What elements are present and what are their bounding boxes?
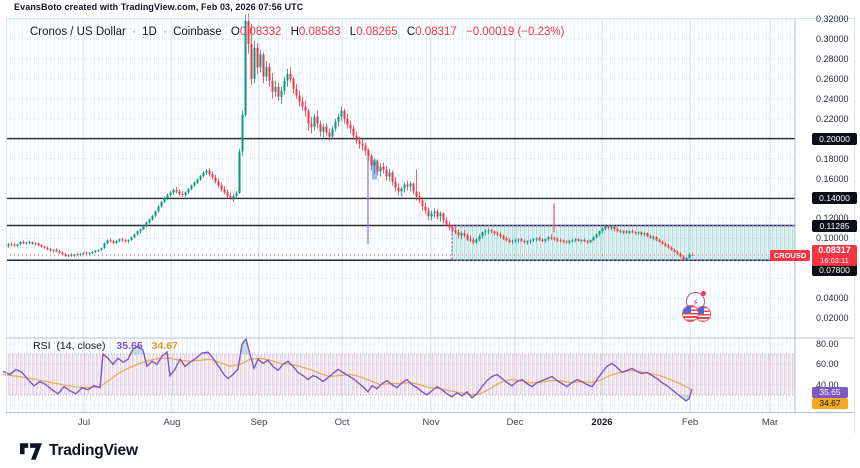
time-axis-label: Oct [334,417,350,428]
open-value: 0.08332 [239,26,282,38]
price-level-badge: 0.07800 [812,264,857,277]
rsi-tick-label: 40.00 [816,379,839,390]
bar-countdown: 16:03:11 [820,256,849,266]
low-value: 0.08265 [356,26,398,38]
rsi-ma-badge: 34.67 [812,398,848,409]
tradingview-logo-text: TradingView [49,442,138,459]
price-tick-label: 0.18000 [816,153,849,164]
time-axis-label: Dec [506,417,524,428]
time-axis[interactable]: Jul Aug Sep Oct Nov Dec 2026 Feb Mar [6,412,854,433]
rsi-tick-label: 60.00 [816,359,839,370]
price-pane[interactable] [6,18,795,338]
lightning-bolt-glyph: ⚡ [691,298,700,309]
price-tick-label: 0.22000 [816,113,849,124]
exchange-label[interactable]: Coinbase [173,26,222,38]
high-label: H [290,26,299,38]
price-tick-label: 0.12000 [816,213,849,224]
rsi-line-value: 35.65 [116,340,143,352]
interval-label[interactable]: 1D [142,26,157,38]
price-tick-label: 0.16000 [816,173,849,184]
usa-flag-icon [696,307,710,321]
high-value: 0.08583 [298,26,341,38]
tradingview-logo[interactable]: TradingView [20,442,138,460]
time-axis-label: Aug [163,417,181,428]
symbol-legend[interactable]: Cronos / US Dollar · 1D · Coinbase O0.08… [30,26,564,38]
current-price-value: 0.08317 [818,245,851,256]
current-price-badge: 0.08317 16:03:11 [812,245,857,267]
price-tick-label: 0.04000 [816,293,849,304]
usa-flag-icon [683,306,698,321]
price-tick-label: 0.10000 [816,233,849,244]
time-axis-label: Nov [422,417,440,428]
legend-separator: · [163,26,167,38]
rsi-ma-value: 34.67 [151,340,178,352]
time-axis-label: Feb [681,417,699,428]
time-axis-label: Sep [250,417,268,428]
legend-separator: · [132,26,136,38]
price-tick-label: 0.24000 [816,93,849,104]
attribution-text: EvansBoto created with TradingView.com, … [14,2,304,12]
symbol-name[interactable]: Cronos / US Dollar [30,26,126,38]
open-label: O [230,26,240,38]
price-tick-label: 0.02000 [816,313,849,324]
close-label: C [406,26,416,38]
time-axis-label: Mar [761,417,779,428]
time-axis-label: Jul [77,417,91,428]
price-tick-label: 0.28000 [816,53,849,64]
price-line-symbol-tag: CROUSD [770,250,810,262]
rsi-params: (14, close) [56,340,106,352]
price-level-badge: 0.20000 [812,132,857,145]
notification-dot [701,291,706,296]
price-tick-label: 0.32000 [816,14,849,24]
rsi-title[interactable]: RSI [33,340,51,352]
rsi-line-badge: 35.65 [812,387,848,398]
tradingview-logo-mark [20,442,42,460]
rsi-legend[interactable]: RSI (14, close) 35.65 34.67 [33,340,178,352]
price-axis[interactable]: 0.08317 16:03:11 0.32000 0.30000 0.28000 0.… [795,14,858,412]
time-axis-label: 2026 [591,417,613,428]
price-level-badge: 0.11285 [812,219,857,232]
price-level-badge: 0.14000 [812,192,857,205]
low-label: L [349,26,357,38]
price-tick-label: 0.26000 [816,73,849,84]
close-value: 0.08317 [415,26,457,38]
flag-emoji-group[interactable] [683,306,713,323]
price-tick-label: 0.30000 [816,33,849,44]
change-value: −0.00019 (−0.23%) [465,26,565,38]
rsi-tick-label: 80.00 [816,339,839,349]
